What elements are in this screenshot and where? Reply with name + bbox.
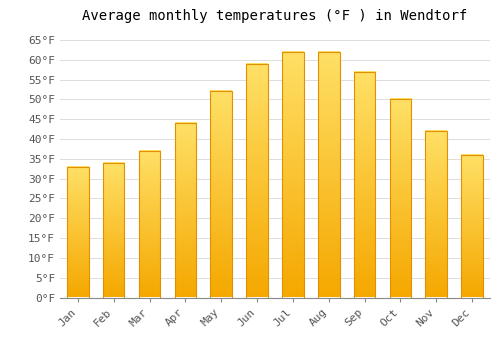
Bar: [354, 72, 376, 298]
Bar: [282, 52, 304, 298]
Bar: [103, 163, 124, 298]
Bar: [426, 131, 447, 298]
Bar: [390, 99, 411, 298]
Bar: [139, 151, 160, 298]
Bar: [462, 155, 483, 298]
Bar: [174, 123, 196, 298]
Bar: [246, 64, 268, 298]
Title: Average monthly temperatures (°F ) in Wendtorf: Average monthly temperatures (°F ) in We…: [82, 9, 468, 23]
Bar: [210, 91, 232, 298]
Bar: [318, 52, 340, 298]
Bar: [67, 167, 88, 298]
